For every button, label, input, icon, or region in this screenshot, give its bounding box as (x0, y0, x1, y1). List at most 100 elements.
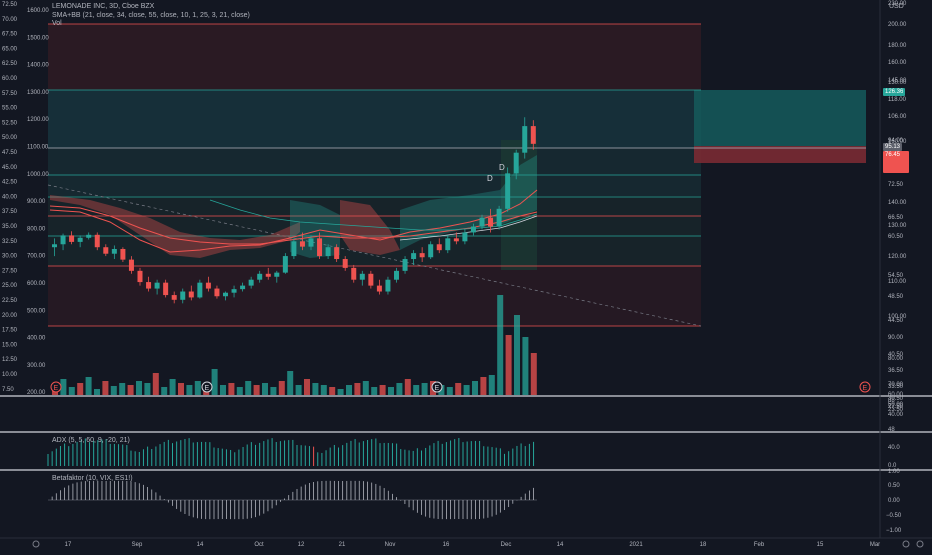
candle[interactable] (248, 276, 254, 289)
time-axis[interactable]: 17 Sep 14 Oct 12 21 Nov 16 Dec 14 2021 18 Feb 15 Mar (65, 542, 881, 548)
candle[interactable] (419, 247, 425, 262)
candle[interactable] (163, 279, 169, 298)
candle[interactable] (282, 253, 288, 274)
candle[interactable] (334, 244, 340, 262)
candle[interactable] (436, 238, 442, 254)
candle[interactable] (231, 285, 237, 298)
candle[interactable] (86, 232, 92, 240)
settings-gear-icon[interactable] (902, 540, 910, 548)
chevron-right-icon[interactable] (916, 540, 924, 548)
candle[interactable] (205, 276, 211, 292)
left-axis-tick: 42.50 (2, 180, 18, 186)
pattern-label-d[interactable]: D (487, 174, 493, 183)
candle[interactable] (368, 270, 374, 289)
right-axis-tick: 120.00 (888, 254, 907, 260)
candle[interactable] (171, 291, 177, 304)
candle[interactable] (128, 256, 134, 274)
earnings-marker[interactable]: E (431, 381, 443, 393)
candle[interactable] (77, 235, 83, 248)
candle[interactable] (103, 244, 109, 257)
volume-bar (446, 387, 453, 395)
candle[interactable] (154, 279, 160, 295)
right-price-axis[interactable]: 230.00200.00180.00160.00145.00130.00118.… (888, 1, 907, 418)
vol-title[interactable]: Vol (52, 20, 62, 27)
candle[interactable] (137, 267, 143, 286)
candle[interactable] (470, 223, 476, 236)
candle[interactable] (265, 267, 271, 280)
candle[interactable] (394, 267, 399, 283)
candle[interactable] (496, 205, 502, 230)
candle[interactable] (402, 256, 408, 274)
candle[interactable] (505, 167, 511, 212)
chevron-left-icon[interactable] (32, 540, 40, 548)
pattern-label-d[interactable]: D (499, 163, 505, 172)
right-axis-tick: 118.00 (888, 97, 907, 103)
candle[interactable] (111, 245, 117, 260)
candle[interactable] (52, 238, 57, 257)
earnings-marker[interactable]: E (50, 381, 62, 393)
candle[interactable] (180, 288, 186, 304)
volume-bar (295, 385, 302, 395)
beta-axis-label: 0.00 (888, 498, 900, 504)
volume-bar (379, 385, 386, 395)
indicator-title[interactable]: SMA+BB (21, close, 34, close, 55, close,… (52, 11, 250, 19)
left-axis-tick: 400.00 (27, 336, 46, 342)
currency-label[interactable]: USD (889, 3, 904, 10)
candle[interactable] (351, 264, 357, 283)
left-price-axis[interactable]: 72.50 70.00 67.50 65.00 62.50 60.00 57.50 55.00… (2, 2, 18, 393)
left-volume-axis[interactable]: 1600.00 1500.00 1400.00 1300.00 1200.00 1100.… (27, 8, 49, 396)
candle[interactable] (257, 270, 263, 283)
candle[interactable] (325, 244, 331, 260)
beta-title[interactable]: Betafaktor (10, VIX, ES1!) (52, 475, 133, 482)
candle[interactable] (308, 235, 314, 251)
right-axis-tick: 23.50 (888, 407, 904, 413)
candle[interactable] (522, 117, 528, 159)
left-axis-tick: 1200.00 (27, 117, 49, 123)
right-axis-tick: 54.50 (888, 273, 904, 279)
candle[interactable] (94, 232, 100, 251)
right-axis-tick: 44.50 (888, 318, 904, 324)
candle[interactable] (60, 233, 66, 251)
volume-bar (480, 377, 487, 395)
volume-bar (463, 385, 470, 395)
candle[interactable] (445, 235, 451, 254)
candle[interactable] (385, 276, 391, 295)
candle[interactable] (376, 279, 382, 295)
candle[interactable] (453, 232, 459, 245)
right-axis-tick: 100.00 (888, 314, 907, 320)
volume-bar (228, 383, 235, 395)
candle[interactable] (428, 241, 434, 260)
earnings-label: E (435, 385, 440, 392)
left-axis-tick: 900.00 (27, 199, 46, 205)
candle[interactable] (317, 232, 323, 260)
candle[interactable] (240, 282, 246, 292)
candle[interactable] (342, 256, 348, 271)
candle[interactable] (299, 232, 305, 251)
candles[interactable] (52, 117, 536, 304)
volume-bar (220, 385, 226, 395)
chart-legend[interactable]: LEMONADE INC, 3D, Cboe BZX SMA+BB (21, c… (52, 3, 250, 29)
symbol-title[interactable]: LEMONADE INC, 3D, Cboe BZX (52, 3, 155, 10)
candle[interactable] (188, 285, 194, 301)
candle[interactable] (197, 279, 203, 299)
candle[interactable] (214, 285, 220, 299)
candle[interactable] (479, 214, 485, 230)
candle[interactable] (146, 276, 152, 292)
candle[interactable] (69, 231, 75, 245)
candle[interactable] (462, 229, 468, 245)
candle[interactable] (359, 270, 365, 286)
zone-lower-red (48, 266, 701, 326)
adx-title[interactable]: ADX (5, 5, 60, 9, -20, 21) (52, 437, 130, 444)
candle[interactable] (120, 247, 126, 262)
earnings-marker[interactable]: E (859, 381, 871, 393)
candle[interactable] (530, 120, 536, 150)
candle[interactable] (513, 149, 519, 180)
candle[interactable] (291, 238, 297, 260)
candle[interactable] (223, 291, 228, 301)
candle[interactable] (411, 250, 417, 265)
earnings-marker[interactable]: E (201, 381, 213, 393)
candle[interactable] (274, 270, 280, 283)
candle[interactable] (488, 208, 494, 233)
